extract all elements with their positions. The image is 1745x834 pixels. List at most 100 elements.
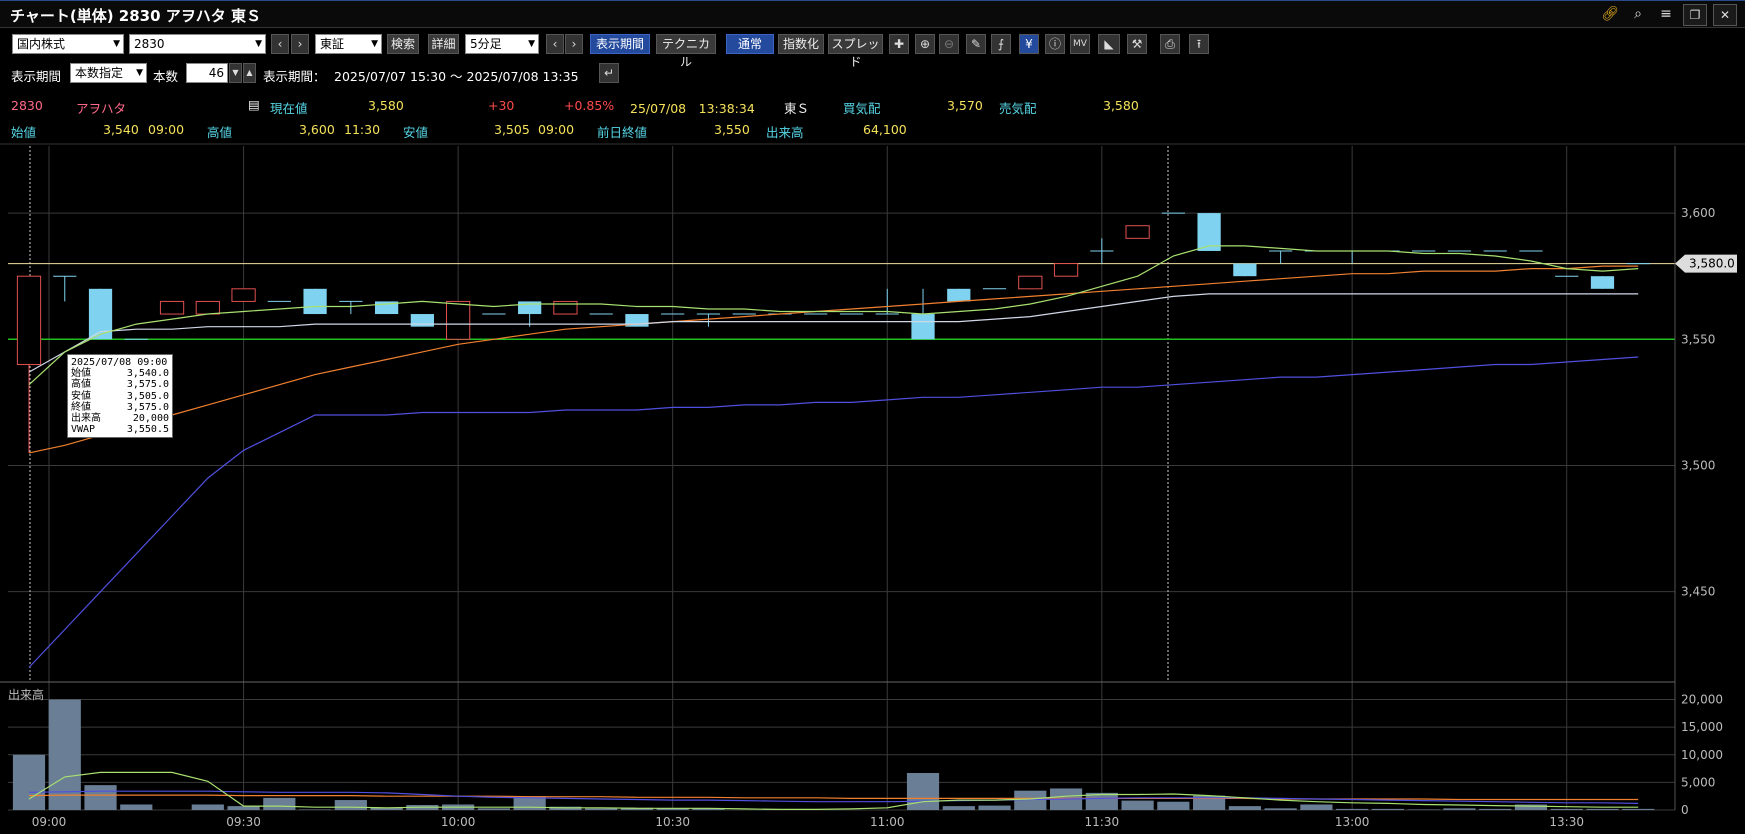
export-icon[interactable]: ⭱ xyxy=(1189,34,1209,54)
volume-bar xyxy=(549,806,582,810)
market-select[interactable]: 国内株式 ▼ xyxy=(12,34,124,54)
volume-bar xyxy=(692,808,725,810)
volume-bar xyxy=(1228,806,1261,810)
line-tool-icon[interactable]: ⨍ xyxy=(991,34,1011,54)
code-input[interactable]: 2830 ▼ xyxy=(129,34,266,54)
x-tick-label: 09:00 xyxy=(32,815,67,829)
next-interval-button[interactable]: › xyxy=(565,34,583,54)
board-icon[interactable]: ▤ xyxy=(248,97,260,112)
volume-tick-label: 20,000 xyxy=(1681,693,1723,707)
candle xyxy=(625,314,649,327)
search-button[interactable]: 検索 xyxy=(387,34,419,54)
price-lines xyxy=(8,263,1675,341)
volume-bar xyxy=(1479,808,1512,810)
menu-icon[interactable]: ≡ xyxy=(1660,6,1672,22)
volume-bar xyxy=(406,805,439,810)
prev-close-label: 前日終値 xyxy=(597,125,648,140)
volume-bar xyxy=(1121,800,1154,810)
candle xyxy=(553,300,578,315)
candle xyxy=(696,313,721,327)
count-input[interactable]: 46 xyxy=(186,63,228,83)
titlebar-icons: 🔗︎ ⌕ ≡ ❐ ✕ xyxy=(1599,4,1737,26)
count-up-icon[interactable]: ▲ xyxy=(243,63,256,83)
open-value: 3,540 xyxy=(103,122,139,137)
code-input-value: 2830 xyxy=(134,37,165,51)
index-mode-button[interactable]: 指数化 xyxy=(778,34,824,54)
volume-tick-label: 0 xyxy=(1681,803,1689,817)
volume-bar xyxy=(334,800,367,810)
candle xyxy=(875,288,899,315)
period-mode-select[interactable]: 本数指定 ▼ xyxy=(70,63,147,83)
volume-value: 64,100 xyxy=(863,122,907,137)
y-tick-label: 3,600 xyxy=(1681,206,1715,220)
candle-body xyxy=(1018,275,1043,290)
low-time: 09:00 xyxy=(538,122,575,137)
moving-average-lines xyxy=(28,245,1639,668)
volume-ma-mid-line xyxy=(28,790,1639,804)
restore-icon[interactable]: ❐ xyxy=(1683,4,1707,26)
candle-body xyxy=(625,314,649,327)
stock-code: 2830 xyxy=(11,98,43,113)
candle-body xyxy=(1233,263,1257,277)
candle xyxy=(1590,276,1615,289)
volume-bar xyxy=(120,804,153,810)
volume-bar xyxy=(227,806,260,810)
exchange-select[interactable]: 東証 ▼ xyxy=(315,34,382,54)
detail-button[interactable]: 詳細 xyxy=(428,34,459,54)
volume-bar xyxy=(191,804,224,810)
spread-mode-button[interactable]: スプレッド xyxy=(828,34,883,69)
prev-close-value: 3,550 xyxy=(714,122,750,137)
bid-label: 買気配 xyxy=(843,101,881,116)
zoom-in-icon[interactable]: ⊕ xyxy=(915,34,935,54)
tooltip-value: 3,550.5 xyxy=(126,424,169,436)
candle xyxy=(303,288,327,315)
link-icon[interactable]: 🔗︎ xyxy=(1601,6,1619,22)
area-chart-icon[interactable]: ◣ xyxy=(1098,34,1120,54)
zoom-out-icon[interactable]: ⊖ xyxy=(939,34,959,54)
wrench-icon[interactable]: ⚒ xyxy=(1127,34,1147,54)
display-period-button[interactable]: 表示期間 xyxy=(590,34,650,54)
close-icon[interactable]: ✕ xyxy=(1713,4,1737,26)
reset-icon[interactable]: ↵ xyxy=(599,63,619,83)
volume-bar xyxy=(298,809,332,810)
high-label: 高値 xyxy=(207,125,233,140)
x-tick-label: 10:00 xyxy=(441,815,476,829)
candle-body xyxy=(374,301,399,315)
tooltip-datetime: 2025/07/08 09:00 xyxy=(71,357,168,368)
candle xyxy=(947,288,971,302)
count-value: 46 xyxy=(208,66,224,80)
print-icon[interactable]: ⎙ xyxy=(1160,34,1180,54)
info-icon[interactable]: ⓘ xyxy=(1045,34,1065,54)
normal-mode-button[interactable]: 通常 xyxy=(726,34,774,54)
crosshair-icon[interactable]: ✚ xyxy=(889,34,909,54)
volume-bar xyxy=(906,772,940,810)
candle-body xyxy=(159,300,185,315)
candle xyxy=(1125,225,1150,239)
volume-bar xyxy=(477,808,510,810)
open-time: 09:00 xyxy=(148,122,185,137)
yen-icon[interactable]: ¥ xyxy=(1019,34,1039,54)
tooltip-label: 終値 xyxy=(71,401,91,413)
volume-label: 出来高 xyxy=(766,125,804,140)
mv-chart-icon[interactable]: MV xyxy=(1070,34,1090,54)
volume-bar xyxy=(513,796,546,810)
main-toolbar: 国内株式 ▼ 2830 ▼ ‹ › 東証 ▼ 検索 詳細 5分足 ▼ ‹ › 表示期間 … xyxy=(0,32,1745,69)
low-value: 3,505 xyxy=(494,122,530,137)
stock-name: アヲハタ xyxy=(76,101,127,116)
technical-button[interactable]: テクニカル xyxy=(656,34,716,69)
prev-interval-button[interactable]: ‹ xyxy=(546,34,564,54)
prev-code-button[interactable]: ‹ xyxy=(271,34,289,54)
ask-label: 売気配 xyxy=(999,101,1037,116)
candle xyxy=(410,314,434,327)
volume-bar xyxy=(942,806,975,810)
next-code-button[interactable]: › xyxy=(291,34,309,54)
volume-bar xyxy=(1336,808,1369,810)
interval-select[interactable]: 5分足 ▼ xyxy=(465,34,539,54)
current-label: 現在値 xyxy=(270,101,308,116)
volume-bar xyxy=(656,808,689,810)
search-icon[interactable]: ⌕ xyxy=(1634,6,1642,22)
ma-mid-line xyxy=(28,293,1639,373)
count-down-icon[interactable]: ▼ xyxy=(229,63,242,83)
ohlc-tooltip: 2025/07/08 09:00 始値 3,540.0 高値 3,575.0 安値 3… xyxy=(67,354,173,439)
pencil-icon[interactable]: ✎ xyxy=(966,34,986,54)
